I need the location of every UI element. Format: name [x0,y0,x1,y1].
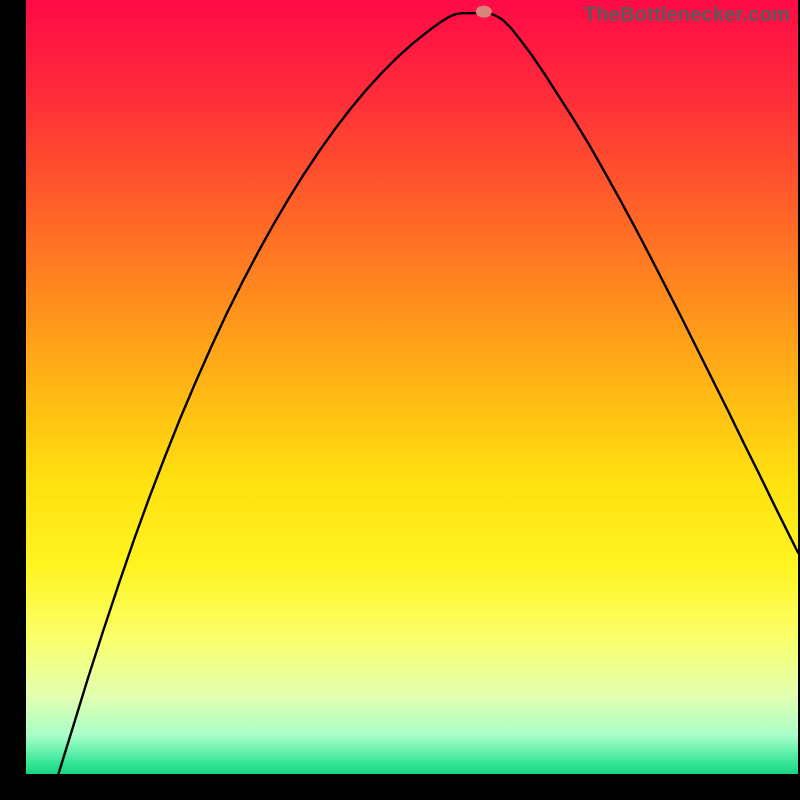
watermark-text: TheBottlenecker.com [584,4,790,27]
optimal-point-marker [476,6,492,18]
plot-area: TheBottlenecker.com [26,0,798,774]
chart-frame: TheBottlenecker.com [0,0,800,800]
bottleneck-curve [26,0,798,774]
